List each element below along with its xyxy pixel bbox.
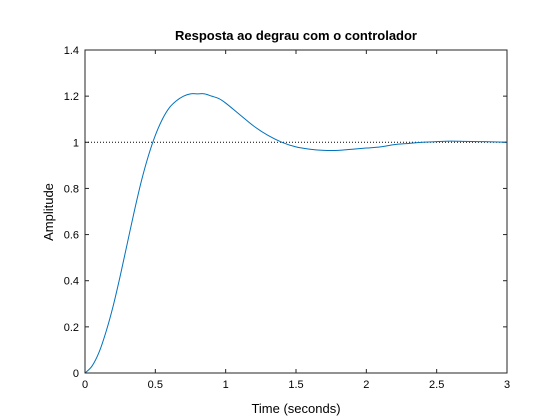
y-tick-label-1: 0.2 <box>64 322 79 334</box>
tick-labels: 0 0.5 1 1.5 2 2.5 3 0 0.2 0.4 0.6 0.8 1 1.2 1.4 <box>64 45 510 391</box>
x-tick-label-1: 0.5 <box>148 379 163 391</box>
y-tick-label-2: 0.4 <box>64 276 79 288</box>
x-tick-label-3: 1.5 <box>288 379 303 391</box>
x-axis-label: Time (seconds) <box>251 401 340 416</box>
x-tick-label-4: 2 <box>363 379 369 391</box>
series-line <box>84 93 508 374</box>
plot-frame <box>84 49 508 374</box>
plot-background <box>85 50 507 373</box>
x-tick-label-5: 2.5 <box>429 379 444 391</box>
y-tick-label-5: 1 <box>73 137 79 149</box>
y-tick-label-6: 1.2 <box>64 91 79 103</box>
y-tick-label-0: 0 <box>73 368 79 380</box>
x-tick-label-6: 3 <box>504 379 510 391</box>
x-tick-label-2: 1 <box>223 379 229 391</box>
x-tick-label-0: 0 <box>82 379 88 391</box>
y-axis-label: Amplitude <box>41 183 56 241</box>
y-tick-label-7: 1.4 <box>64 45 79 57</box>
chart-title: Resposta ao degrau com o controlador <box>175 28 417 43</box>
y-tick-label-4: 0.8 <box>64 183 79 195</box>
y-tick-label-3: 0.6 <box>64 230 79 242</box>
